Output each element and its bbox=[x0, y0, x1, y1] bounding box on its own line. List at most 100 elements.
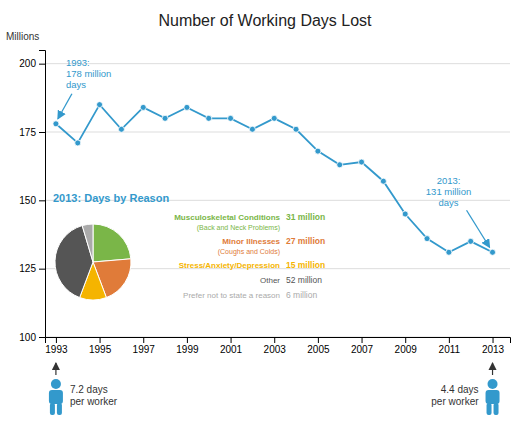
point-annotation: 2013:131 milliondays bbox=[426, 175, 490, 247]
y-tick-label: 125 bbox=[19, 263, 36, 274]
series bbox=[53, 102, 496, 256]
y-tick: 100 bbox=[19, 332, 45, 343]
y-tick-mark bbox=[39, 200, 45, 201]
person-icon bbox=[486, 379, 500, 415]
pie-label-row: Other 52 million bbox=[260, 275, 322, 285]
x-axis-line bbox=[46, 338, 511, 344]
x-tick-mark bbox=[405, 337, 406, 343]
y-tick-label: 175 bbox=[19, 127, 36, 138]
person-head bbox=[488, 379, 498, 389]
pie-value-label: 31 million bbox=[286, 212, 325, 222]
line bbox=[56, 105, 493, 253]
y-axis: 100 125 150 175 200 bbox=[19, 51, 45, 343]
point bbox=[53, 121, 59, 127]
y-tick-mark bbox=[39, 269, 45, 270]
point bbox=[75, 140, 81, 146]
person-annotation: 4.4 daysper worker bbox=[431, 363, 499, 415]
x-tick: 2001 bbox=[220, 337, 243, 355]
x-tick-label: 1999 bbox=[176, 344, 199, 355]
point bbox=[359, 159, 365, 165]
y-tick-mark bbox=[39, 132, 45, 133]
point bbox=[206, 115, 212, 121]
y-axis-title: Millions bbox=[6, 31, 39, 42]
x-tick-mark bbox=[318, 337, 319, 343]
pie-title: 2013: Days by Reason bbox=[53, 192, 169, 204]
point bbox=[228, 115, 234, 121]
y-tick: 125 bbox=[19, 263, 45, 274]
x-tick-label: 2005 bbox=[307, 344, 330, 355]
pie-category-label: Minor Illnesses bbox=[222, 237, 280, 246]
x-tick-mark bbox=[187, 337, 188, 343]
annotation-text: per worker bbox=[431, 396, 479, 407]
annotation-arrow bbox=[467, 210, 490, 247]
annotations: 1993:178 milliondays 2013:131 milliondays… bbox=[49, 57, 500, 415]
x-tick-mark bbox=[143, 337, 144, 343]
point-annotation: 1993:178 milliondays bbox=[58, 57, 111, 119]
person-body bbox=[486, 390, 500, 404]
x-tick: 2009 bbox=[395, 337, 418, 355]
annotation-text: 2013: bbox=[437, 175, 461, 186]
point bbox=[249, 126, 255, 132]
x-tick-mark bbox=[493, 337, 494, 343]
x-tick-mark bbox=[362, 337, 363, 343]
point bbox=[184, 104, 190, 110]
person-body bbox=[49, 390, 63, 404]
y-tick: 175 bbox=[19, 127, 45, 138]
annotation-arrow bbox=[492, 363, 493, 375]
person-leg bbox=[487, 403, 492, 415]
annotation-text: days bbox=[66, 79, 86, 90]
annotation-arrow bbox=[58, 94, 72, 119]
x-tick-label: 1993 bbox=[45, 344, 68, 355]
pie-label-row: Prefer not to state a reason 6 million bbox=[183, 290, 317, 300]
x-tick-label: 2007 bbox=[351, 344, 374, 355]
x-tick-mark bbox=[56, 337, 57, 343]
pie-category-note: (Coughs and Colds) bbox=[218, 248, 280, 256]
x-tick: 2005 bbox=[307, 337, 330, 355]
x-tick-mark bbox=[274, 337, 275, 343]
x-tick-label: 2001 bbox=[220, 344, 243, 355]
person-annotation: 7.2 daysper worker bbox=[49, 363, 118, 415]
x-tick-mark bbox=[231, 337, 232, 343]
point bbox=[402, 211, 408, 217]
y-tick: 200 bbox=[19, 58, 45, 69]
y-tick-mark bbox=[39, 337, 45, 338]
pie bbox=[55, 224, 131, 300]
annotation-text: 1993: bbox=[66, 57, 90, 68]
point bbox=[424, 236, 430, 242]
pie-value-label: 52 million bbox=[286, 275, 322, 285]
pie-value-label: 27 million bbox=[286, 236, 325, 246]
point bbox=[468, 238, 474, 244]
pie-slice bbox=[93, 224, 131, 262]
pie-value-label: 15 million bbox=[286, 260, 325, 270]
point bbox=[118, 126, 124, 132]
annotation-text: 7.2 days bbox=[70, 384, 108, 395]
x-tick-label: 2003 bbox=[264, 344, 287, 355]
chart-title: Number of Working Days Lost bbox=[158, 12, 372, 29]
point bbox=[271, 115, 277, 121]
y-axis-line bbox=[39, 51, 46, 338]
annotation-arrow bbox=[55, 363, 56, 375]
x-tick: 2013 bbox=[482, 337, 505, 355]
x-tick: 1997 bbox=[133, 337, 156, 355]
pie-label-row: Stress/Anxiety/Depression15 million bbox=[179, 260, 326, 270]
y-tick-mark bbox=[39, 64, 45, 65]
pie-slice bbox=[82, 224, 93, 262]
x-tick: 1995 bbox=[89, 337, 112, 355]
y-tick-label: 100 bbox=[19, 332, 36, 343]
x-tick-label: 1995 bbox=[89, 344, 112, 355]
x-tick-label: 1997 bbox=[133, 344, 156, 355]
pie-inset: 2013: Days by ReasonMusculoskeletal Cond… bbox=[53, 192, 325, 300]
annotation-text: 4.4 days bbox=[441, 384, 479, 395]
point bbox=[490, 249, 496, 255]
pie-category-label: Other bbox=[260, 276, 280, 285]
pie-category-label: Prefer not to state a reason bbox=[183, 291, 280, 300]
plot: Millions 100 125 150 175 200 1993 1995 1997 1999 2… bbox=[6, 31, 511, 415]
point bbox=[337, 162, 343, 168]
pie-value-label: 6 million bbox=[286, 290, 317, 300]
person-icon bbox=[49, 379, 63, 415]
point bbox=[162, 115, 168, 121]
point bbox=[446, 249, 452, 255]
point bbox=[97, 102, 103, 108]
y-tick-label: 200 bbox=[19, 58, 36, 69]
y-tick-label: 150 bbox=[19, 195, 36, 206]
